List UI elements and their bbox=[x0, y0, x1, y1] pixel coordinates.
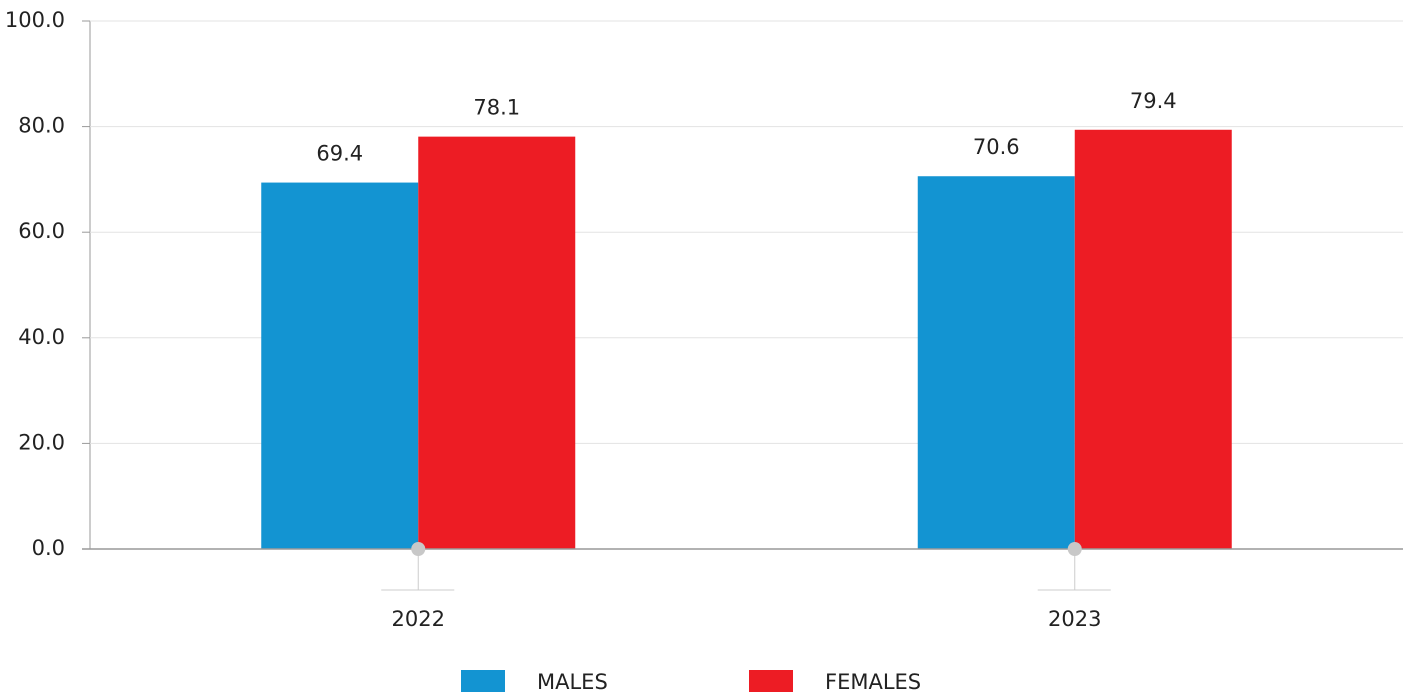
x-tick-label: 2023 bbox=[1048, 607, 1101, 631]
data-label: 69.4 bbox=[316, 142, 363, 166]
y-tick-label: 80.0 bbox=[18, 114, 65, 138]
y-tick-label: 40.0 bbox=[18, 325, 65, 349]
x-tick-label: 2022 bbox=[392, 607, 445, 631]
legend-swatch bbox=[749, 670, 793, 692]
category-dot bbox=[1067, 542, 1082, 556]
y-tick-label: 0.0 bbox=[32, 536, 65, 560]
y-tick-label: 100.0 bbox=[5, 8, 65, 32]
legend-label: MALES bbox=[537, 670, 608, 694]
legend-label: FEMALES bbox=[825, 670, 921, 694]
data-label: 70.6 bbox=[973, 135, 1020, 159]
bar bbox=[261, 182, 419, 549]
bar bbox=[418, 136, 576, 549]
bar bbox=[917, 176, 1075, 549]
data-label: 78.1 bbox=[473, 96, 520, 120]
y-tick-label: 60.0 bbox=[18, 219, 65, 243]
data-label: 79.4 bbox=[1130, 89, 1177, 113]
category-dot bbox=[411, 542, 426, 556]
bar bbox=[1074, 129, 1232, 549]
legend-swatch bbox=[461, 670, 505, 692]
y-tick-label: 20.0 bbox=[18, 430, 65, 454]
